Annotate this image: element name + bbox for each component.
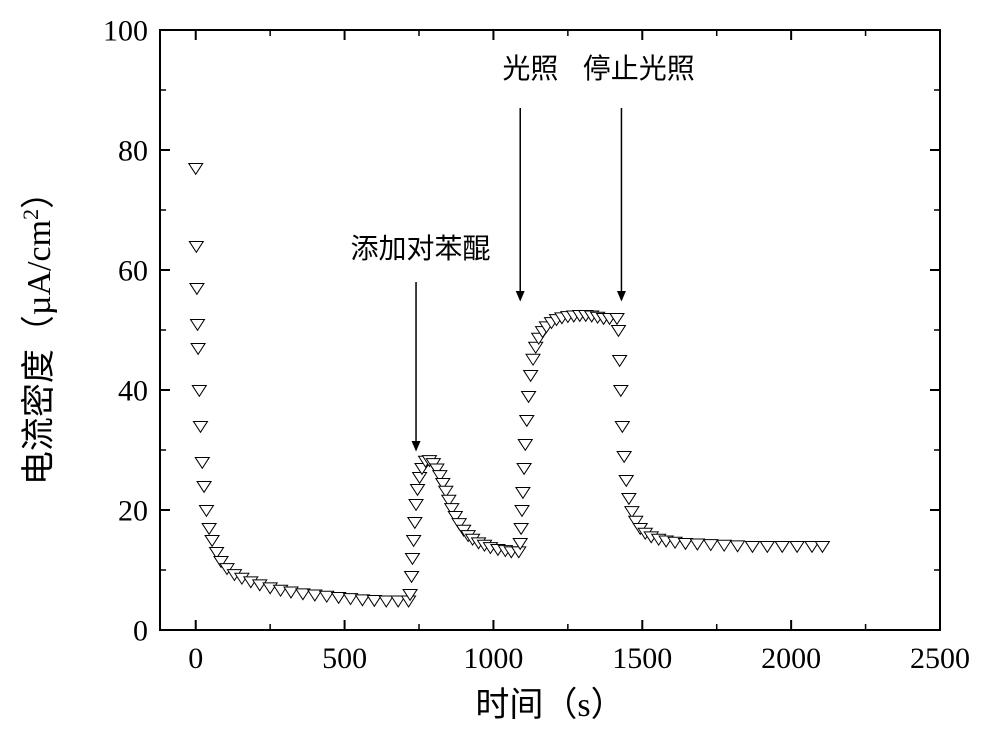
data-marker: [192, 385, 206, 396]
annotation-text: 添加对苯醌: [351, 233, 491, 265]
data-marker: [515, 505, 529, 516]
data-marker: [413, 472, 427, 483]
data-marker: [516, 487, 530, 498]
chart-svg: 0 500 1000 1500 2000 2500 0 20 40 60 80 100 时间（s） 电流密…: [0, 0, 1000, 745]
y-tick-label: 60: [118, 255, 148, 288]
data-marker: [704, 540, 718, 551]
x-tick-label: 1500: [612, 642, 672, 675]
annotation-text: 停止光照: [583, 53, 695, 85]
x-tick-label: 2000: [761, 642, 821, 675]
data-marker: [745, 541, 759, 552]
data-marker: [205, 535, 219, 546]
y-tick-label: 80: [118, 135, 148, 168]
data-marker: [617, 451, 631, 462]
y-axis-label: 电流密度（µA/cm2）: [18, 175, 59, 485]
plot-border: [160, 30, 940, 630]
data-marker: [407, 535, 421, 546]
data-marker: [524, 370, 538, 381]
x-axis-label: 时间（s）: [475, 686, 624, 724]
y-tick-label: 20: [118, 495, 148, 528]
data-marker: [815, 541, 829, 552]
data-marker: [790, 541, 804, 552]
x-tick-label: 2500: [910, 642, 970, 675]
data-marker: [522, 391, 536, 402]
data-marker: [615, 421, 629, 432]
data-marker: [191, 343, 205, 354]
data-marker: [529, 342, 543, 353]
data-marker: [731, 541, 745, 552]
data-marker: [411, 484, 425, 495]
data-marker: [614, 385, 628, 396]
data-marker: [190, 283, 204, 294]
data-marker: [379, 596, 393, 607]
data-marker: [622, 493, 636, 504]
x-tick-label: 0: [188, 642, 203, 675]
data-marker: [199, 505, 213, 516]
data-marker: [191, 319, 205, 330]
data-marker: [775, 541, 789, 552]
data-marker: [197, 481, 211, 492]
data-marker: [405, 553, 419, 564]
x-tick-label: 1000: [463, 642, 523, 675]
data-marker: [409, 499, 423, 510]
data-marker: [195, 457, 209, 468]
data-marker: [520, 415, 534, 426]
data-marker: [355, 595, 369, 606]
data-marker: [514, 523, 528, 534]
y-tick-label: 0: [133, 615, 148, 648]
data-marker: [189, 163, 203, 174]
annotation-text: 光照: [502, 53, 558, 85]
data-marker: [193, 421, 207, 432]
chart-container: 0 500 1000 1500 2000 2500 0 20 40 60 80 100 时间（s） 电流密…: [0, 0, 1000, 745]
data-marker: [189, 241, 203, 252]
data-marker: [202, 523, 216, 534]
data-marker: [611, 325, 625, 336]
data-marker: [408, 517, 422, 528]
data-marker: [367, 595, 381, 606]
data-marker: [717, 540, 731, 551]
data-marker: [678, 538, 692, 549]
data-marker: [517, 463, 531, 474]
x-tick-label: 500: [322, 642, 367, 675]
y-tick-label: 100: [103, 15, 148, 48]
data-marker: [405, 571, 419, 582]
data-marker: [526, 354, 540, 365]
y-tick-label: 40: [118, 375, 148, 408]
data-marker: [613, 355, 627, 366]
data-marker: [690, 539, 704, 550]
data-marker: [760, 541, 774, 552]
data-marker: [518, 439, 532, 450]
data-marker: [619, 475, 633, 486]
